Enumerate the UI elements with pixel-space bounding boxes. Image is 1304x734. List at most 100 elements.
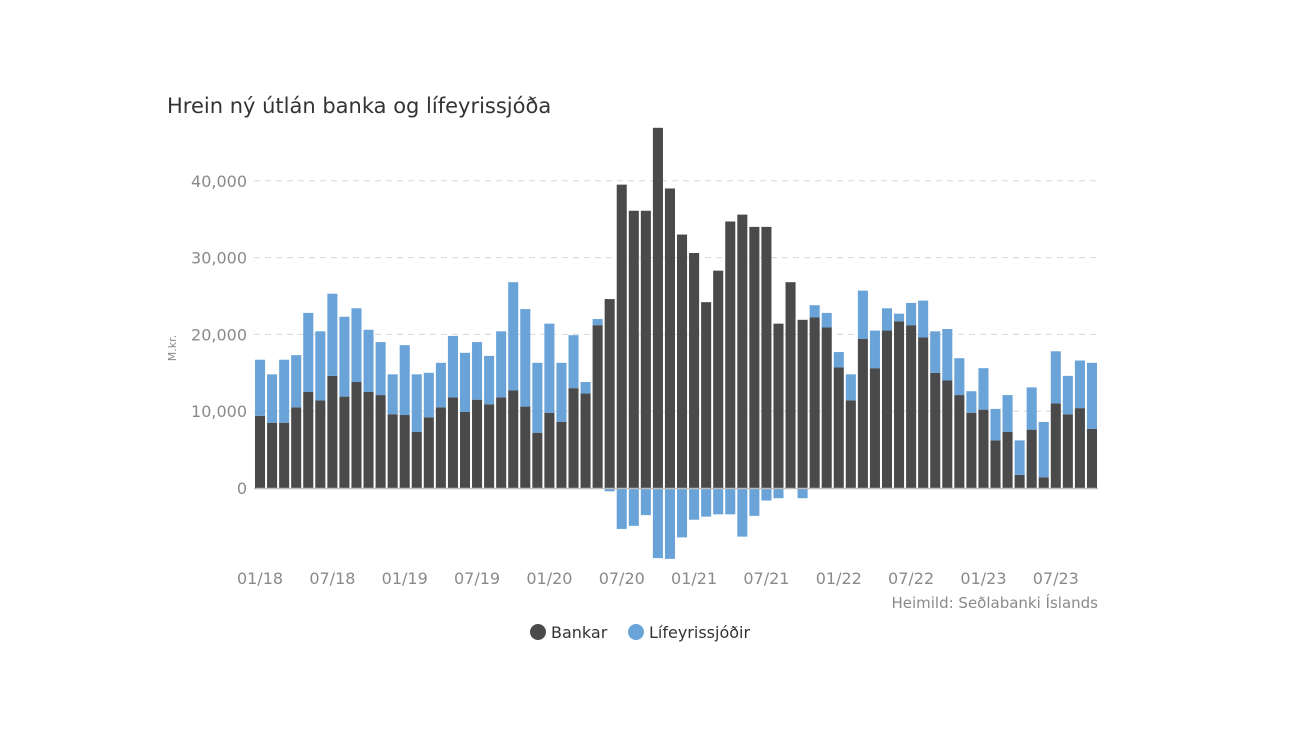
bar-lifeyrissjodir bbox=[664, 489, 675, 559]
bar-bankar bbox=[1038, 477, 1049, 488]
bar-lifeyrissjodir bbox=[255, 359, 266, 416]
bar-bankar bbox=[1086, 428, 1097, 488]
bar-lifeyrissjodir bbox=[713, 489, 724, 515]
bar-lifeyrissjodir bbox=[580, 382, 591, 394]
bar-lifeyrissjodir bbox=[906, 302, 917, 326]
bar-lifeyrissjodir bbox=[303, 312, 314, 392]
bar-lifeyrissjodir bbox=[604, 489, 615, 492]
bar-lifeyrissjodir bbox=[857, 290, 868, 340]
bar-lifeyrissjodir bbox=[966, 391, 977, 413]
bar-lifeyrissjodir bbox=[930, 331, 941, 373]
bar-lifeyrissjodir bbox=[508, 282, 519, 391]
bar-bankar bbox=[652, 127, 663, 489]
bar-bankar bbox=[351, 382, 362, 488]
bar-lifeyrissjodir bbox=[942, 329, 953, 381]
legend-label-bankar: Bankar bbox=[551, 623, 608, 642]
bar-lifeyrissjodir bbox=[315, 331, 326, 401]
bar-bankar bbox=[604, 299, 615, 488]
bar-lifeyrissjodir bbox=[267, 374, 278, 423]
bar-lifeyrissjodir bbox=[532, 362, 543, 433]
x-tick-label: 07/21 bbox=[743, 569, 789, 588]
x-tick-label: 01/18 bbox=[237, 569, 283, 588]
bar-lifeyrissjodir bbox=[544, 323, 555, 413]
bar-bankar bbox=[664, 188, 675, 489]
bar-lifeyrissjodir bbox=[652, 489, 663, 559]
bar-bankar bbox=[869, 368, 880, 488]
bar-bankar bbox=[267, 422, 278, 488]
bar-bankar bbox=[990, 440, 1001, 488]
x-tick-label: 01/21 bbox=[671, 569, 717, 588]
bar-lifeyrissjodir bbox=[869, 330, 880, 369]
bar-lifeyrissjodir bbox=[701, 489, 712, 517]
bar-bankar bbox=[327, 375, 338, 488]
y-tick-label: 20,000 bbox=[191, 325, 247, 344]
y-axis-ticks: 0 10,000 20,000 30,000 40,000 bbox=[191, 172, 247, 498]
bar-lifeyrissjodir bbox=[363, 329, 374, 392]
bar-lifeyrissjodir bbox=[809, 305, 820, 318]
legend-marker-lifeyrissjodir bbox=[628, 624, 644, 640]
x-tick-label: 07/22 bbox=[888, 569, 934, 588]
bar-lifeyrissjodir bbox=[339, 316, 350, 397]
bar-bankar bbox=[918, 337, 929, 488]
bar-lifeyrissjodir bbox=[918, 300, 929, 338]
bar-lifeyrissjodir bbox=[1038, 421, 1049, 478]
bar-bankar bbox=[315, 400, 326, 488]
bar-lifeyrissjodir bbox=[821, 312, 832, 328]
bar-lifeyrissjodir bbox=[845, 374, 856, 401]
bar-lifeyrissjodir bbox=[689, 489, 700, 520]
bar-bankar bbox=[1026, 429, 1037, 488]
bar-bankar bbox=[580, 393, 591, 488]
bar-bankar bbox=[1074, 408, 1085, 488]
y-tick-label: 0 bbox=[237, 479, 247, 498]
legend: Bankar Lífeyrissjóðir bbox=[530, 623, 750, 642]
bar-bankar bbox=[966, 412, 977, 488]
bar-bankar bbox=[725, 221, 736, 488]
bar-bankar bbox=[435, 407, 446, 488]
bar-bankar bbox=[713, 270, 724, 488]
bar-lifeyrissjodir bbox=[459, 352, 471, 412]
bar-bankar bbox=[628, 210, 639, 488]
bar-bankar bbox=[291, 407, 302, 488]
bar-lifeyrissjodir bbox=[484, 355, 495, 405]
x-tick-label: 01/19 bbox=[382, 569, 428, 588]
bar-lifeyrissjodir bbox=[616, 489, 627, 529]
bars bbox=[255, 127, 1097, 559]
bar-bankar bbox=[459, 411, 471, 488]
bar-bankar bbox=[677, 234, 688, 488]
bar-lifeyrissjodir bbox=[773, 489, 784, 499]
bar-bankar bbox=[303, 392, 314, 488]
bar-bankar bbox=[544, 412, 555, 488]
bar-lifeyrissjodir bbox=[725, 489, 736, 515]
bar-lifeyrissjodir bbox=[423, 372, 434, 418]
y-axis-label: M.kr. bbox=[166, 335, 179, 361]
bar-lifeyrissjodir bbox=[568, 335, 579, 389]
bar-bankar bbox=[423, 417, 434, 488]
bar-lifeyrissjodir bbox=[640, 489, 651, 516]
bar-lifeyrissjodir bbox=[447, 335, 458, 398]
bar-lifeyrissjodir bbox=[520, 309, 531, 407]
bar-lifeyrissjodir bbox=[1074, 360, 1085, 409]
bar-bankar bbox=[954, 395, 965, 488]
bar-lifeyrissjodir bbox=[1086, 362, 1097, 429]
bar-bankar bbox=[821, 327, 832, 488]
bar-bankar bbox=[592, 325, 603, 488]
x-tick-label: 07/19 bbox=[454, 569, 500, 588]
x-axis-ticks: 01/18 07/18 01/19 07/19 01/20 07/20 01/21 07/21… bbox=[237, 569, 1079, 588]
bar-bankar bbox=[1014, 474, 1025, 488]
bar-bankar bbox=[279, 422, 290, 488]
bar-bankar bbox=[845, 400, 856, 488]
bar-lifeyrissjodir bbox=[387, 374, 398, 415]
bar-bankar bbox=[809, 317, 820, 488]
legend-label-lifeyrissjodir: Lífeyrissjóðir bbox=[649, 623, 750, 642]
bar-bankar bbox=[761, 226, 772, 488]
bar-lifeyrissjodir bbox=[556, 362, 567, 422]
bar-lifeyrissjodir bbox=[990, 408, 1001, 441]
bar-bankar bbox=[737, 214, 748, 489]
bar-bankar bbox=[520, 406, 531, 488]
bar-lifeyrissjodir bbox=[1026, 387, 1037, 430]
bar-bankar bbox=[833, 367, 844, 488]
bar-bankar bbox=[447, 397, 458, 488]
x-tick-label: 01/22 bbox=[816, 569, 862, 588]
bar-bankar bbox=[1050, 403, 1061, 488]
bar-lifeyrissjodir bbox=[496, 331, 507, 398]
